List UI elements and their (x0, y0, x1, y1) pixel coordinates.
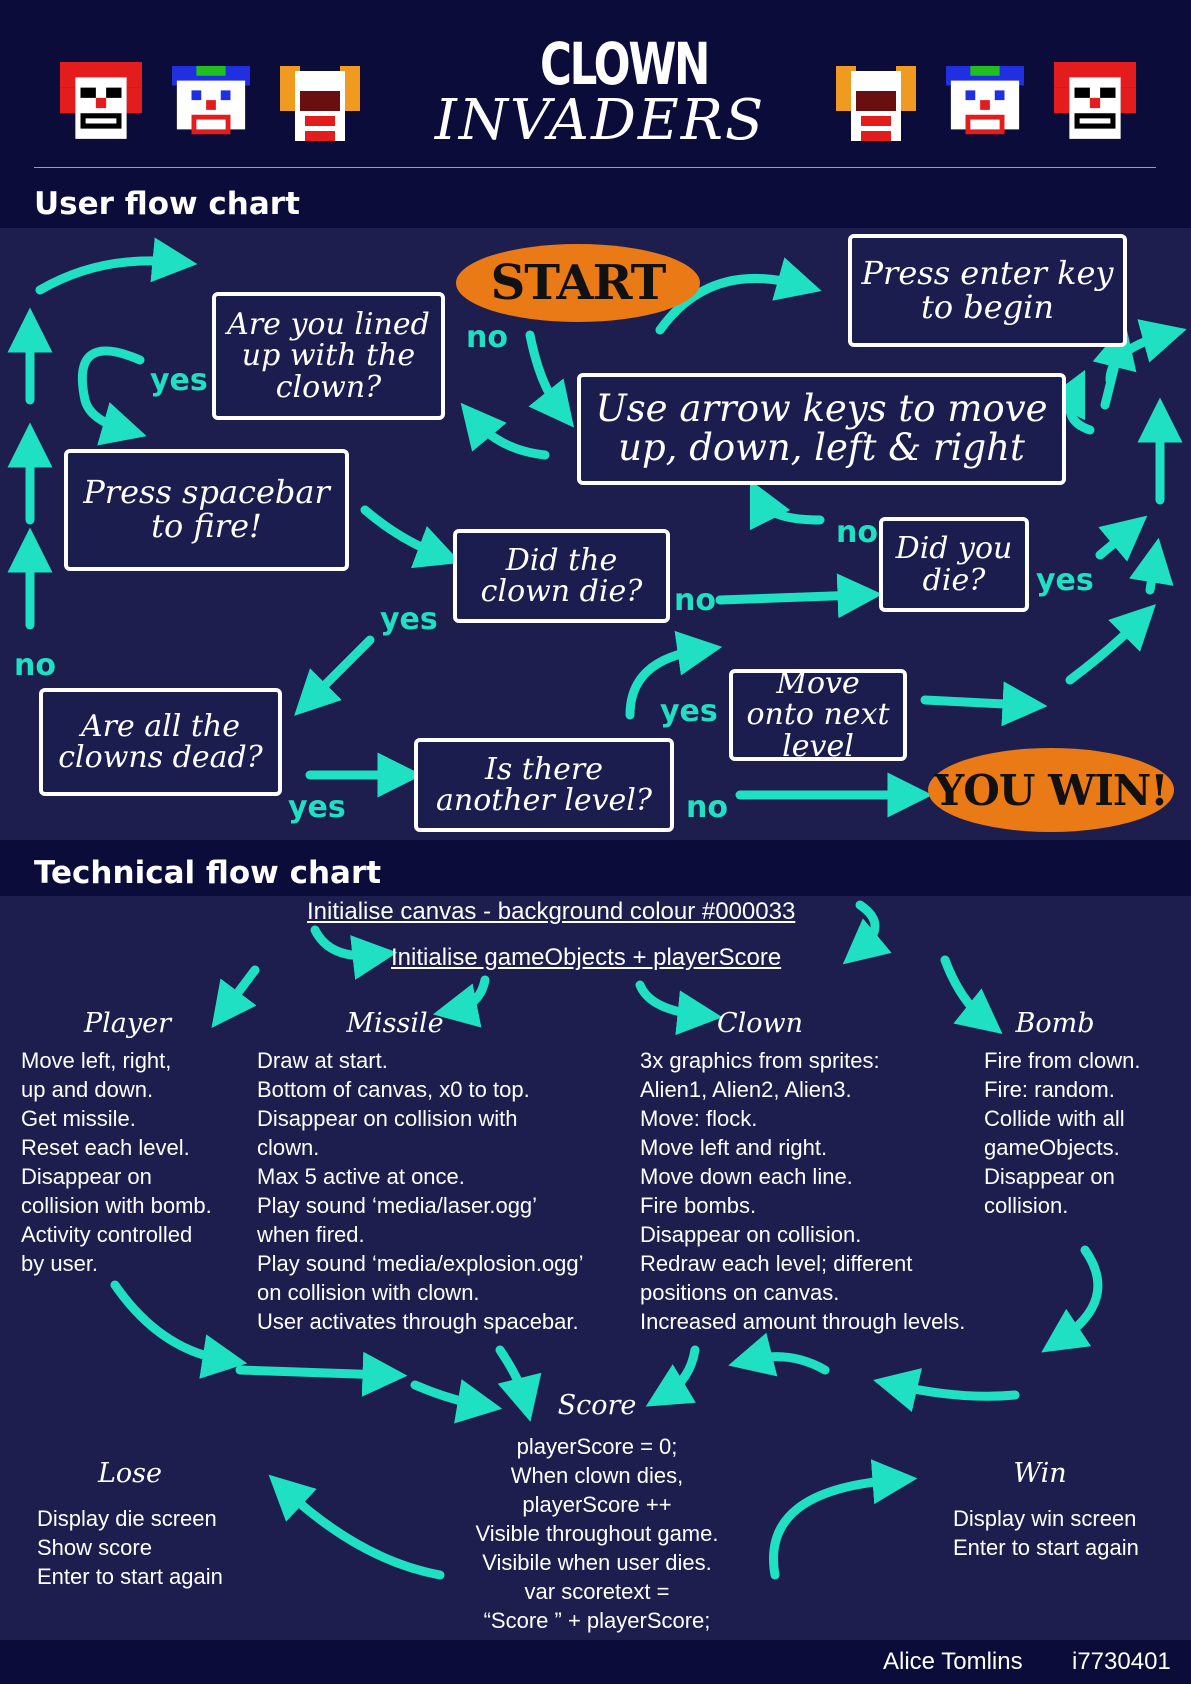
init-objects-text: Initialise gameObjects + playerScore (391, 944, 782, 971)
clown-sprite-orange-icon (836, 66, 916, 141)
footer-author: Alice Tomlins (883, 1648, 1023, 1675)
clown-sprite-blue-icon (946, 66, 1024, 135)
clown-die-box: Did the clown die? (453, 529, 670, 623)
press-enter-box: Press enter key to begin (848, 234, 1127, 347)
title-line2: INVADERS (434, 88, 766, 153)
spacebar-box: Press spacebar to fire! (64, 449, 349, 571)
player-title: Player (83, 1008, 172, 1039)
label-no: no (836, 515, 878, 550)
label-yes: yes (660, 694, 718, 729)
technical-flow-heading: Technical flow chart (34, 855, 382, 891)
missile-lines: Draw at start. Bottom of canvas, x0 to t… (257, 1048, 584, 1334)
clown-sprite-blue-icon (172, 66, 250, 135)
clown-sprite-red-icon (60, 62, 142, 139)
label-no: no (674, 583, 716, 618)
title-line1: CLOWN (540, 30, 710, 98)
you-die-box: Did you die? (879, 517, 1029, 612)
clown-title: Clown (716, 1008, 804, 1039)
player-lines: Move left, right, up and down. Get missi… (21, 1048, 212, 1276)
clown-sprite-orange-icon (280, 66, 360, 141)
clown-sprite-red-icon (1054, 62, 1136, 139)
label-yes: yes (1036, 563, 1094, 598)
label-no: no (14, 648, 56, 683)
missile-title: Missile (346, 1008, 444, 1039)
bomb-title: Bomb (1015, 1008, 1095, 1039)
label-yes: yes (150, 363, 208, 398)
lined-up-box: Are you lined up with the clown? (212, 292, 445, 420)
label-yes: yes (380, 602, 438, 637)
score-lines: playerScore = 0; When clown dies, player… (475, 1434, 719, 1633)
header-divider (34, 167, 1156, 168)
another-level-box: Is there another level? (414, 738, 674, 832)
all-dead-box: Are all the clowns dead? (39, 688, 282, 796)
win-lines: Display win screen Enter to start again (953, 1506, 1139, 1560)
label-no: no (686, 790, 728, 825)
user-flow-heading: User flow chart (34, 186, 300, 222)
you-win-oval: YOU WIN! (928, 748, 1174, 832)
lose-title: Lose (97, 1458, 163, 1489)
bomb-lines: Fire from clown. Fire: random. Collide w… (984, 1048, 1141, 1218)
label-no: no (466, 320, 508, 355)
score-title: Score (557, 1390, 637, 1421)
arrow-keys-box: Use arrow keys to move up, down, left & … (577, 373, 1066, 485)
label-yes: yes (288, 790, 346, 825)
win-title: Win (1013, 1458, 1067, 1489)
footer-id: i7730401 (1072, 1648, 1171, 1675)
start-oval: START (456, 244, 700, 322)
clown-lines: 3x graphics from sprites: Alien1, Alien2… (640, 1048, 966, 1334)
lose-lines: Display die screen Show score Enter to s… (37, 1506, 223, 1589)
init-canvas-text: Initialise canvas - background colour #0… (307, 898, 796, 925)
next-level-box: Move onto next level (729, 668, 907, 762)
